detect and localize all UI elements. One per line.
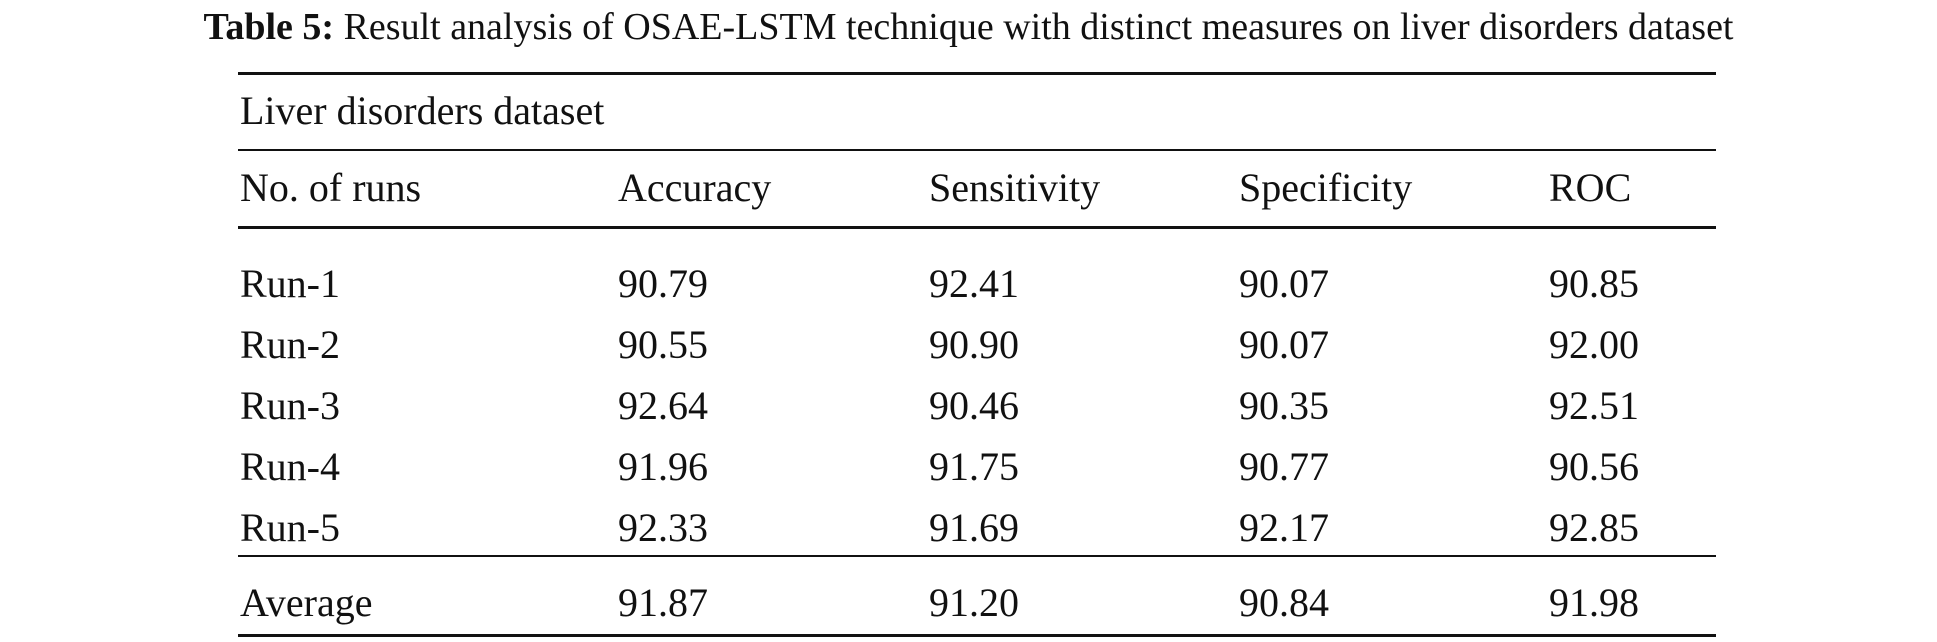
average-label: Average <box>240 580 373 625</box>
table-cell: 92.41 <box>929 261 1019 306</box>
table-cell: 90.35 <box>1239 383 1329 428</box>
table-top-rule <box>238 72 1716 75</box>
group-title-rule <box>238 149 1716 151</box>
caption-text: Result analysis of OSAE-LSTM technique w… <box>334 6 1734 48</box>
column-header-accuracy: Accuracy <box>618 165 772 210</box>
table-cell: 90.46 <box>929 383 1019 428</box>
table-cell: Run-2 <box>240 322 340 367</box>
table-cell: Run-5 <box>240 505 340 550</box>
table-cell: 91.96 <box>618 444 708 489</box>
table-cell: 92.00 <box>1549 322 1639 367</box>
table-cell: 92.85 <box>1549 505 1639 550</box>
table-caption: Table 5: Result analysis of OSAE-LSTM te… <box>0 2 1937 52</box>
table-cell: 90.07 <box>1239 261 1329 306</box>
table-cell: 92.51 <box>1549 383 1639 428</box>
average-cell: 91.20 <box>929 580 1019 625</box>
table-cell: 92.17 <box>1239 505 1329 550</box>
table-bottom-rule <box>238 634 1716 637</box>
header-rule <box>238 226 1716 229</box>
caption-label: Table 5: <box>203 6 335 48</box>
table-cell: 90.56 <box>1549 444 1639 489</box>
column-header-sensitivity: Sensitivity <box>929 165 1101 210</box>
table-cell: 92.64 <box>618 383 708 428</box>
table-cell: 90.07 <box>1239 322 1329 367</box>
table-cell: 90.90 <box>929 322 1019 367</box>
average-rule <box>238 555 1716 557</box>
table-cell: Run-1 <box>240 261 340 306</box>
table-cell: Run-4 <box>240 444 340 489</box>
column-header-specificity: Specificity <box>1239 165 1413 210</box>
column-header-runs: No. of runs <box>240 165 422 210</box>
table-cell: 92.33 <box>618 505 708 550</box>
table-group-title: Liver disorders dataset <box>240 88 605 133</box>
table-cell: 91.69 <box>929 505 1019 550</box>
average-cell: 91.87 <box>618 580 708 625</box>
table-cell: 90.55 <box>618 322 708 367</box>
table-cell: 90.85 <box>1549 261 1639 306</box>
table-cell: 90.77 <box>1239 444 1329 489</box>
table-cell: Run-3 <box>240 383 340 428</box>
table-cell: 90.79 <box>618 261 708 306</box>
column-header-roc: ROC <box>1549 165 1632 210</box>
average-cell: 90.84 <box>1239 580 1329 625</box>
average-cell: 91.98 <box>1549 580 1639 625</box>
table-cell: 91.75 <box>929 444 1019 489</box>
